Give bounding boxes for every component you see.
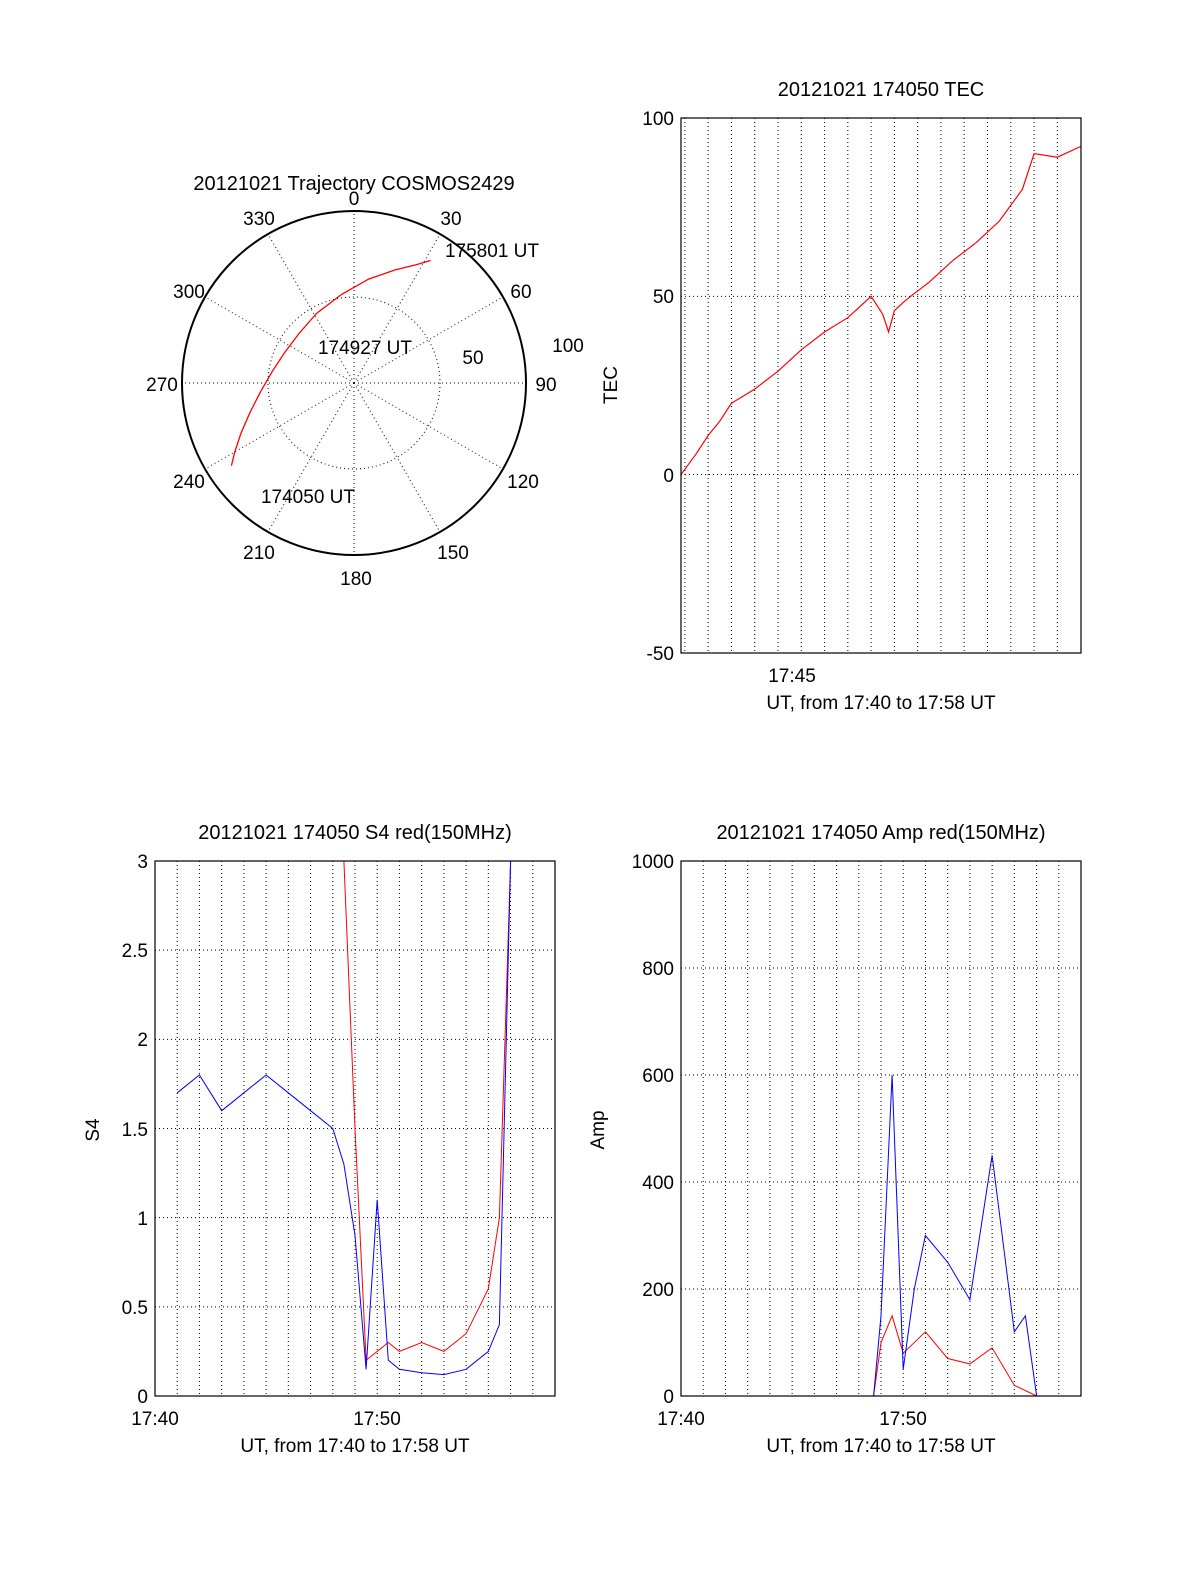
tec-grid [681, 118, 1081, 653]
angle-label-120: 120 [507, 472, 539, 493]
angle-label-0: 0 [349, 189, 360, 210]
s4-ytick-3: 3 [137, 852, 148, 873]
amp-ytick-200: 200 [642, 1280, 674, 1301]
angle-label-240: 240 [173, 472, 205, 493]
angle-label-210: 210 [243, 543, 275, 564]
amp-grid [681, 861, 1081, 1396]
amp-ytick-800: 800 [642, 959, 674, 980]
amp-ylabel: Amp [588, 1110, 609, 1149]
polar-spoke-240 [204, 382, 355, 470]
annotation-mid-time: 174927 UT [318, 338, 412, 359]
polar-spoke-150 [353, 382, 441, 533]
tec-ytick-minus50: -50 [647, 644, 674, 665]
polar-spoke-60 [353, 296, 504, 384]
tec-ytick-0: 0 [663, 466, 674, 487]
polar-spoke-210 [267, 382, 355, 533]
tec-series-line [680, 145, 1081, 476]
amp-ytick-600: 600 [642, 1066, 674, 1087]
s4-ytick-0-5: 0.5 [122, 1298, 148, 1319]
polar-spoke-120 [353, 382, 504, 470]
s4-frame [154, 860, 556, 1397]
amp-xtick-1750: 17:50 [879, 1409, 927, 1430]
polar-spoke-330 [267, 233, 355, 384]
s4-ytick-0: 0 [137, 1387, 148, 1408]
polar-grid [182, 211, 526, 555]
s4-ylabel: S4 [83, 1118, 104, 1142]
s4-xtick-1750: 17:50 [353, 1409, 401, 1430]
angle-label-270: 270 [146, 375, 178, 396]
tec-frame [680, 117, 1082, 654]
tec-xtick-1745: 17:45 [768, 666, 816, 687]
polar-title: 20121021 Trajectory COSMOS2429 [193, 173, 514, 195]
amp-xtick-1740: 17:40 [657, 1409, 705, 1430]
s4-ytick-1-5: 1.5 [122, 1120, 148, 1141]
polar-spoke-300 [204, 296, 355, 384]
annotation-end-time: 175801 UT [445, 241, 539, 262]
s4-ytick-2: 2 [137, 1030, 148, 1051]
s4-ytick-2-5: 2.5 [122, 941, 148, 962]
amp-xlabel: UT, from 17:40 to 17:58 UT [766, 1436, 996, 1457]
amp-frame [680, 860, 1082, 1397]
s4-blue-series-line [176, 860, 555, 1376]
angle-label-30: 30 [440, 209, 461, 230]
amp-ytick-400: 400 [642, 1173, 674, 1194]
tec-ytick-50: 50 [653, 287, 674, 308]
tec-ylabel: TEC [601, 366, 622, 404]
annotation-start-time: 174050 UT [261, 487, 355, 508]
angle-label-150: 150 [437, 543, 469, 564]
polar-spoke-30 [353, 233, 441, 384]
amp-title: 20121021 174050 Amp red(150MHz) [716, 822, 1045, 844]
s4-xtick-1740: 17:40 [131, 1409, 179, 1430]
angle-label-180: 180 [340, 569, 372, 590]
angle-label-330: 330 [243, 209, 275, 230]
tec-title: 20121021 174050 TEC [778, 79, 984, 101]
tec-chart: 20121021 174050 TEC 100 50 0 -50 17:45 U… [601, 79, 1082, 714]
s4-red-series-line [321, 860, 555, 1362]
amp-red-series-line [681, 1314, 1081, 1397]
angle-label-300: 300 [173, 282, 205, 303]
tec-ytick-100: 100 [642, 109, 674, 130]
radial-label-50: 50 [462, 348, 483, 369]
amp-blue-series-line [681, 1074, 1081, 1397]
polar-outer-ring [181, 210, 527, 556]
radial-label-100: 100 [552, 336, 584, 357]
amp-ytick-0: 0 [663, 1387, 674, 1408]
angle-label-60: 60 [510, 282, 531, 303]
polar-trajectory-chart: 20121021 Trajectory COSMOS2429 0 30 60 9… [146, 173, 584, 590]
amp-chart: 20121021 174050 Amp red(150MHz) 1000 800… [588, 822, 1082, 1457]
s4-chart: 20121021 174050 S4 red(150MHz) 3 2.5 2 1… [83, 822, 556, 1457]
polar-angle-labels: 0 30 60 90 120 150 180 210 240 270 300 3… [146, 189, 584, 590]
trajectory-line [230, 259, 431, 466]
s4-xlabel: UT, from 17:40 to 17:58 UT [240, 1436, 470, 1457]
amp-ytick-1000: 1000 [632, 852, 674, 873]
polar-ring-50 [267, 296, 441, 470]
angle-label-90: 90 [535, 375, 556, 396]
tec-xlabel: UT, from 17:40 to 17:58 UT [766, 693, 996, 714]
s4-ytick-1: 1 [137, 1209, 148, 1230]
s4-title: 20121021 174050 S4 red(150MHz) [198, 822, 512, 844]
